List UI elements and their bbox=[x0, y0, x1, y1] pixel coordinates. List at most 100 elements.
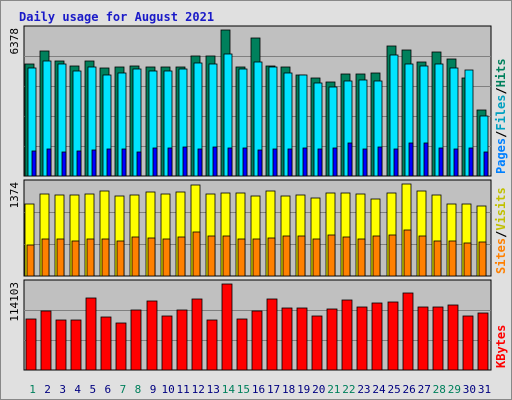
bar-sites-day-14 bbox=[222, 235, 231, 277]
bar-kbytes-day-23 bbox=[356, 306, 368, 371]
bar-pages-day-15 bbox=[242, 147, 248, 177]
ymax-label-visits-sites: 1374 bbox=[8, 182, 21, 209]
bar-pages-day-29 bbox=[453, 148, 459, 177]
x-tick-day-29: 29 bbox=[448, 383, 461, 396]
bar-pages-day-18 bbox=[287, 148, 293, 177]
x-tick-day-31: 31 bbox=[478, 383, 491, 396]
bar-pages-day-5 bbox=[91, 149, 97, 177]
bar-kbytes-day-20 bbox=[311, 315, 323, 371]
bar-kbytes-day-5 bbox=[85, 297, 97, 371]
legend-separator: / bbox=[494, 231, 508, 238]
bar-kbytes-day-9 bbox=[146, 300, 158, 371]
bar-sites-day-9 bbox=[147, 237, 156, 277]
x-tick-day-23: 23 bbox=[357, 383, 370, 396]
bar-sites-day-19 bbox=[297, 235, 306, 277]
legend-separator: / bbox=[494, 87, 508, 94]
bar-sites-day-10 bbox=[162, 238, 171, 277]
bar-kbytes-day-11 bbox=[176, 309, 188, 371]
bar-kbytes-day-12 bbox=[191, 298, 203, 371]
x-tick-day-10: 10 bbox=[161, 383, 174, 396]
bar-pages-day-27 bbox=[423, 142, 429, 177]
x-tick-day-13: 13 bbox=[207, 383, 220, 396]
x-tick-day-18: 18 bbox=[282, 383, 295, 396]
bar-pages-day-11 bbox=[182, 146, 188, 177]
bar-sites-day-11 bbox=[177, 236, 186, 277]
bar-sites-day-31 bbox=[478, 241, 487, 277]
legend-separator: / bbox=[494, 131, 508, 138]
bar-pages-day-30 bbox=[468, 147, 474, 177]
bar-sites-day-28 bbox=[433, 240, 442, 277]
x-tick-day-27: 27 bbox=[418, 383, 431, 396]
bar-kbytes-day-27 bbox=[417, 306, 429, 371]
bar-kbytes-day-25 bbox=[387, 301, 399, 371]
bar-sites-day-21 bbox=[327, 234, 336, 277]
bar-pages-day-31 bbox=[483, 151, 489, 177]
x-tick-day-3: 3 bbox=[59, 383, 66, 396]
bar-kbytes-day-7 bbox=[115, 322, 127, 371]
bar-kbytes-day-13 bbox=[206, 319, 218, 371]
bar-sites-day-20 bbox=[312, 238, 321, 277]
bar-pages-day-12 bbox=[197, 148, 203, 177]
bar-pages-day-4 bbox=[76, 150, 82, 177]
bar-sites-day-27 bbox=[418, 235, 427, 277]
x-tick-day-17: 17 bbox=[267, 383, 280, 396]
bar-sites-day-15 bbox=[237, 238, 246, 277]
legend-item-sites: Sites bbox=[494, 238, 508, 274]
x-tick-day-6: 6 bbox=[105, 383, 112, 396]
bar-sites-day-8 bbox=[131, 236, 140, 277]
bar-kbytes-day-6 bbox=[100, 316, 112, 371]
bar-kbytes-day-17 bbox=[266, 298, 278, 371]
bar-sites-day-12 bbox=[192, 231, 201, 277]
bar-kbytes-day-8 bbox=[130, 309, 142, 371]
bar-pages-day-16 bbox=[257, 149, 263, 177]
bar-sites-day-25 bbox=[388, 234, 397, 277]
bar-kbytes-day-24 bbox=[371, 302, 383, 371]
x-tick-day-24: 24 bbox=[372, 383, 386, 396]
x-tick-day-11: 11 bbox=[177, 383, 190, 396]
bar-kbytes-day-22 bbox=[341, 299, 353, 371]
x-tick-day-22: 22 bbox=[342, 383, 355, 396]
x-tick-day-9: 9 bbox=[150, 383, 157, 396]
bar-kbytes-day-14 bbox=[221, 283, 233, 371]
ymax-label-pages-files-hits: 6378 bbox=[8, 28, 21, 55]
legend-item-pages: Pages bbox=[494, 138, 508, 174]
bar-sites-day-16 bbox=[252, 238, 261, 277]
bar-kbytes-day-28 bbox=[432, 306, 444, 371]
x-tick-day-20: 20 bbox=[312, 383, 325, 396]
bar-sites-day-2 bbox=[41, 238, 50, 277]
x-tick-day-28: 28 bbox=[433, 383, 446, 396]
x-tick-day-7: 7 bbox=[120, 383, 127, 396]
bar-pages-day-25 bbox=[393, 148, 399, 177]
bar-kbytes-day-16 bbox=[251, 310, 263, 371]
bar-pages-day-19 bbox=[302, 147, 308, 177]
bar-kbytes-day-26 bbox=[402, 292, 414, 371]
bar-sites-day-26 bbox=[403, 229, 412, 277]
bar-pages-day-24 bbox=[377, 146, 383, 177]
x-tick-day-19: 19 bbox=[297, 383, 310, 396]
bar-pages-day-7 bbox=[121, 148, 127, 177]
bar-pages-day-10 bbox=[167, 147, 173, 177]
bar-pages-day-1 bbox=[31, 150, 37, 177]
bar-pages-day-21 bbox=[332, 147, 338, 177]
bar-sites-day-23 bbox=[357, 238, 366, 277]
x-tick-day-26: 26 bbox=[403, 383, 416, 396]
bar-pages-day-6 bbox=[106, 148, 112, 177]
bar-kbytes-day-4 bbox=[70, 319, 82, 371]
bar-sites-day-22 bbox=[342, 236, 351, 277]
bar-sites-day-24 bbox=[372, 235, 381, 277]
bar-kbytes-day-29 bbox=[447, 304, 459, 371]
bar-sites-day-30 bbox=[463, 242, 472, 277]
bar-kbytes-day-3 bbox=[55, 319, 67, 371]
bar-kbytes-day-10 bbox=[161, 315, 173, 371]
bar-pages-day-3 bbox=[61, 151, 67, 177]
legend-item-hits: Hits bbox=[494, 58, 508, 87]
bar-sites-day-13 bbox=[207, 235, 216, 277]
x-tick-day-5: 5 bbox=[89, 383, 96, 396]
bar-kbytes-day-31 bbox=[477, 312, 489, 371]
x-tick-day-1: 1 bbox=[29, 383, 36, 396]
x-tick-day-16: 16 bbox=[252, 383, 265, 396]
bar-sites-day-18 bbox=[282, 235, 291, 277]
x-tick-day-15: 15 bbox=[237, 383, 250, 396]
bar-sites-day-3 bbox=[56, 238, 65, 277]
